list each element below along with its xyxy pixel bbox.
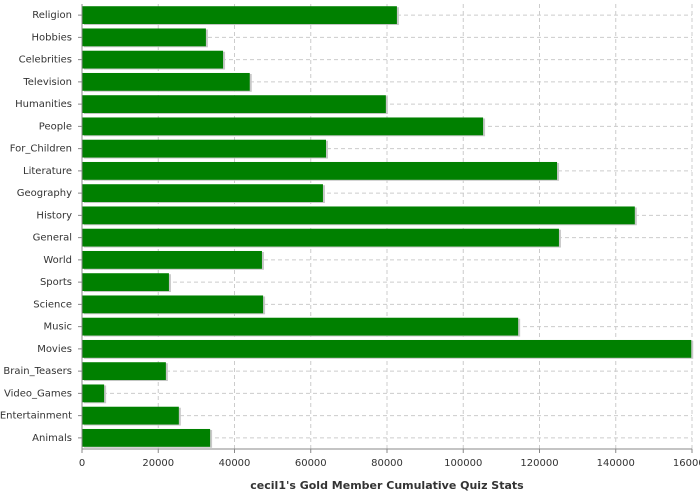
x-tick-label: 100000 (444, 458, 482, 469)
bar (82, 317, 519, 336)
bar (82, 295, 264, 314)
y-tick-label: Humanities (15, 99, 72, 110)
y-tick-label: General (33, 233, 72, 244)
y-tick-label: Music (44, 322, 72, 333)
x-tick-label: 0 (79, 458, 85, 469)
bar (82, 72, 250, 91)
y-tick-label: Television (22, 77, 72, 88)
y-tick-label: Hobbies (32, 32, 72, 43)
bar (82, 206, 635, 225)
bar (82, 250, 262, 269)
y-tick-label: Video_Games (4, 388, 72, 399)
bars (82, 6, 692, 447)
bar (82, 50, 224, 69)
y-tick-label: Animals (32, 433, 72, 444)
bar (82, 406, 179, 425)
bar (82, 139, 326, 158)
x-tick-label: 60000 (295, 458, 327, 469)
bar (82, 28, 206, 47)
x-tick-label: 40000 (219, 458, 251, 469)
y-tick-label: Sports (40, 277, 72, 288)
x-tick-label: 120000 (520, 458, 558, 469)
x-tick-label: 160000 (673, 458, 700, 469)
bar (82, 6, 397, 25)
bar (82, 384, 105, 403)
y-tick-label: For_Children (10, 144, 72, 155)
bar (82, 95, 386, 114)
x-tick-label: 20000 (142, 458, 174, 469)
bar (82, 428, 211, 447)
y-tick-label: Celebrities (19, 55, 72, 66)
y-tick-label: Science (33, 299, 72, 310)
bar (82, 117, 484, 136)
x-axis-label: cecil1's Gold Member Cumulative Quiz Sta… (250, 479, 524, 492)
bar (82, 339, 692, 358)
y-tick-label: Brain_Teasers (3, 366, 72, 377)
y-tick-label: Religion (32, 10, 72, 21)
grid (81, 4, 693, 449)
y-tick-label: Literature (23, 166, 72, 177)
bar (82, 273, 169, 292)
bar (82, 161, 558, 180)
y-tick-label: Movies (37, 344, 72, 355)
bar (82, 184, 323, 203)
x-tick-label: 140000 (597, 458, 635, 469)
y-tick-label: Entertainment (0, 411, 72, 422)
x-tick-label: 80000 (371, 458, 403, 469)
bar (82, 362, 166, 381)
y-tick-label: Geography (17, 188, 72, 199)
y-tick-label: People (39, 121, 72, 132)
y-tick-label: World (43, 255, 72, 266)
y-tick-label: History (36, 210, 72, 221)
bar (82, 228, 559, 247)
